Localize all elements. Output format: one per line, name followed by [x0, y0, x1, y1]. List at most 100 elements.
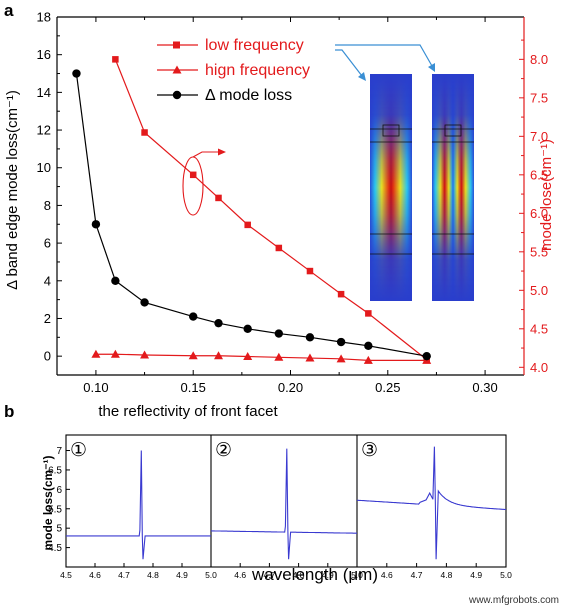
- mode-profile-low: [370, 74, 412, 301]
- y-tick-label: 4.5: [48, 543, 62, 554]
- y-right-tick-label: 5.5: [530, 244, 548, 259]
- subpanel-label: ②: [215, 440, 232, 461]
- legend-delta-mode-loss: Δ mode loss: [205, 87, 292, 104]
- data-point: [189, 312, 198, 321]
- data-point: [336, 337, 346, 347]
- panel-a-axes: 0.10 0.15 0.20 0.25 0.30 0 2 4 6 8 10 12 14 16 18 4.0 4.…: [37, 10, 549, 396]
- x-tick-label: 4.6: [234, 570, 246, 580]
- mode-profile-images: [335, 44, 474, 301]
- data-point: [243, 352, 253, 361]
- x-tick-label: 4.6: [89, 570, 101, 580]
- x-tick-label: 0.20: [278, 380, 303, 395]
- panel-a-label: a: [4, 1, 14, 20]
- arrowhead-icon: [358, 72, 366, 81]
- x-tick-label: 4.7: [118, 570, 130, 580]
- x-tick-label: 5.0: [500, 570, 512, 580]
- series-line: [75, 73, 427, 357]
- x-tick-label: 0.15: [181, 380, 206, 395]
- data-point: [214, 318, 223, 328]
- data-point: [274, 329, 284, 338]
- y-left-tick-label: 18: [37, 10, 51, 25]
- y-left-tick-label: 6: [44, 236, 51, 251]
- x-tick-label: 4.8: [147, 570, 159, 580]
- y-left-tick-label: 4: [44, 273, 51, 288]
- data-point: [422, 351, 431, 361]
- legend-symbol: [173, 41, 180, 49]
- data-point: [188, 351, 198, 360]
- panel-a-y-left-label: Δ band edge mode loss(cm⁻¹): [4, 90, 21, 290]
- data-point: [91, 349, 101, 358]
- x-tick-label: 4.9: [176, 570, 188, 580]
- y-right-tick-label: 5.0: [530, 283, 548, 298]
- legend-low-frequency: low frequency: [205, 37, 304, 54]
- data-point: [110, 349, 120, 358]
- y-left-tick-label: 10: [37, 160, 51, 175]
- data-point: [365, 310, 372, 317]
- spectrum-curve: [66, 450, 211, 560]
- y-left-tick-label: 2: [44, 311, 51, 326]
- y-right-tick-label: 6.0: [530, 206, 548, 221]
- data-point: [364, 341, 373, 350]
- x-tick-label: 4.6: [381, 570, 393, 580]
- leader-line-2: [335, 44, 433, 67]
- y-right-tick-label: 4.5: [530, 321, 548, 336]
- y-tick-label: 5.5: [48, 504, 62, 515]
- y-left-tick-label: 14: [37, 85, 51, 100]
- data-point: [363, 355, 373, 364]
- data-point: [243, 324, 252, 334]
- data-point: [112, 56, 119, 63]
- panel-b-frame: [65, 434, 507, 568]
- watermark: www.mfgrobots.com: [468, 595, 559, 606]
- panel-b-x-label: wavelength (μm): [251, 565, 378, 584]
- data-point: [189, 171, 197, 179]
- leader-line-1: [335, 49, 363, 77]
- data-point: [305, 353, 315, 362]
- data-point: [111, 276, 120, 285]
- annotation-ellipse: [182, 156, 204, 216]
- data-point: [72, 69, 81, 78]
- mode-field: [370, 74, 412, 301]
- y-tick-label: 7: [56, 446, 62, 457]
- subpanel-label: ①: [70, 440, 87, 461]
- legend-symbol: [172, 65, 182, 74]
- ridge-outline: [382, 124, 400, 137]
- data-point: [140, 350, 150, 359]
- arrowhead-icon: [428, 63, 435, 72]
- data-point: [244, 221, 251, 229]
- data-point: [306, 267, 314, 275]
- y-left-tick-label: 0: [44, 349, 51, 364]
- legend-high-frequency: hign frequency: [205, 62, 310, 79]
- x-tick-label: 5.0: [351, 570, 363, 580]
- data-point: [275, 244, 283, 252]
- y-left-tick-label: 8: [44, 198, 51, 213]
- legend: low frequency hign frequency Δ mode loss: [205, 37, 310, 104]
- y-right-tick-label: 4.0: [530, 360, 548, 375]
- y-right-tick-label: 6.5: [530, 167, 548, 182]
- series-line: [114, 59, 428, 361]
- mode-profile-high: [432, 74, 474, 301]
- x-tick-label: 4.7: [411, 570, 423, 580]
- y-tick-label: 5: [56, 524, 62, 535]
- x-tick-label: 5.0: [205, 570, 217, 580]
- data-point: [141, 129, 148, 136]
- x-tick-label: 0.30: [472, 380, 497, 395]
- y-left-tick-label: 12: [37, 123, 51, 138]
- data-point: [140, 298, 149, 307]
- x-tick-label: 4.7: [263, 570, 275, 580]
- x-tick-label: 4.8: [293, 570, 305, 580]
- x-tick-label: 4.8: [440, 570, 452, 580]
- y-tick-label: 6: [56, 485, 62, 496]
- data-point: [305, 333, 315, 342]
- x-tick-label: 0.10: [83, 380, 108, 395]
- panel-a-y-right-label: mode lose(cm⁻¹): [538, 139, 555, 251]
- y-right-tick-label: 7.5: [530, 90, 548, 105]
- data-point: [91, 220, 101, 229]
- panel-b-axes: 4.5 5 5.5 6 6.5 7 4.5 4.6 4.7 4.8 4.9 5.0 ① 4.6 4.7 4.8…: [48, 434, 512, 580]
- data-point: [214, 351, 224, 360]
- data-point: [274, 352, 284, 361]
- y-right-tick-label: 7.0: [530, 129, 548, 144]
- data-point: [215, 194, 222, 202]
- x-tick-label: 4.9: [470, 570, 482, 580]
- spectrum-curve: [356, 446, 506, 560]
